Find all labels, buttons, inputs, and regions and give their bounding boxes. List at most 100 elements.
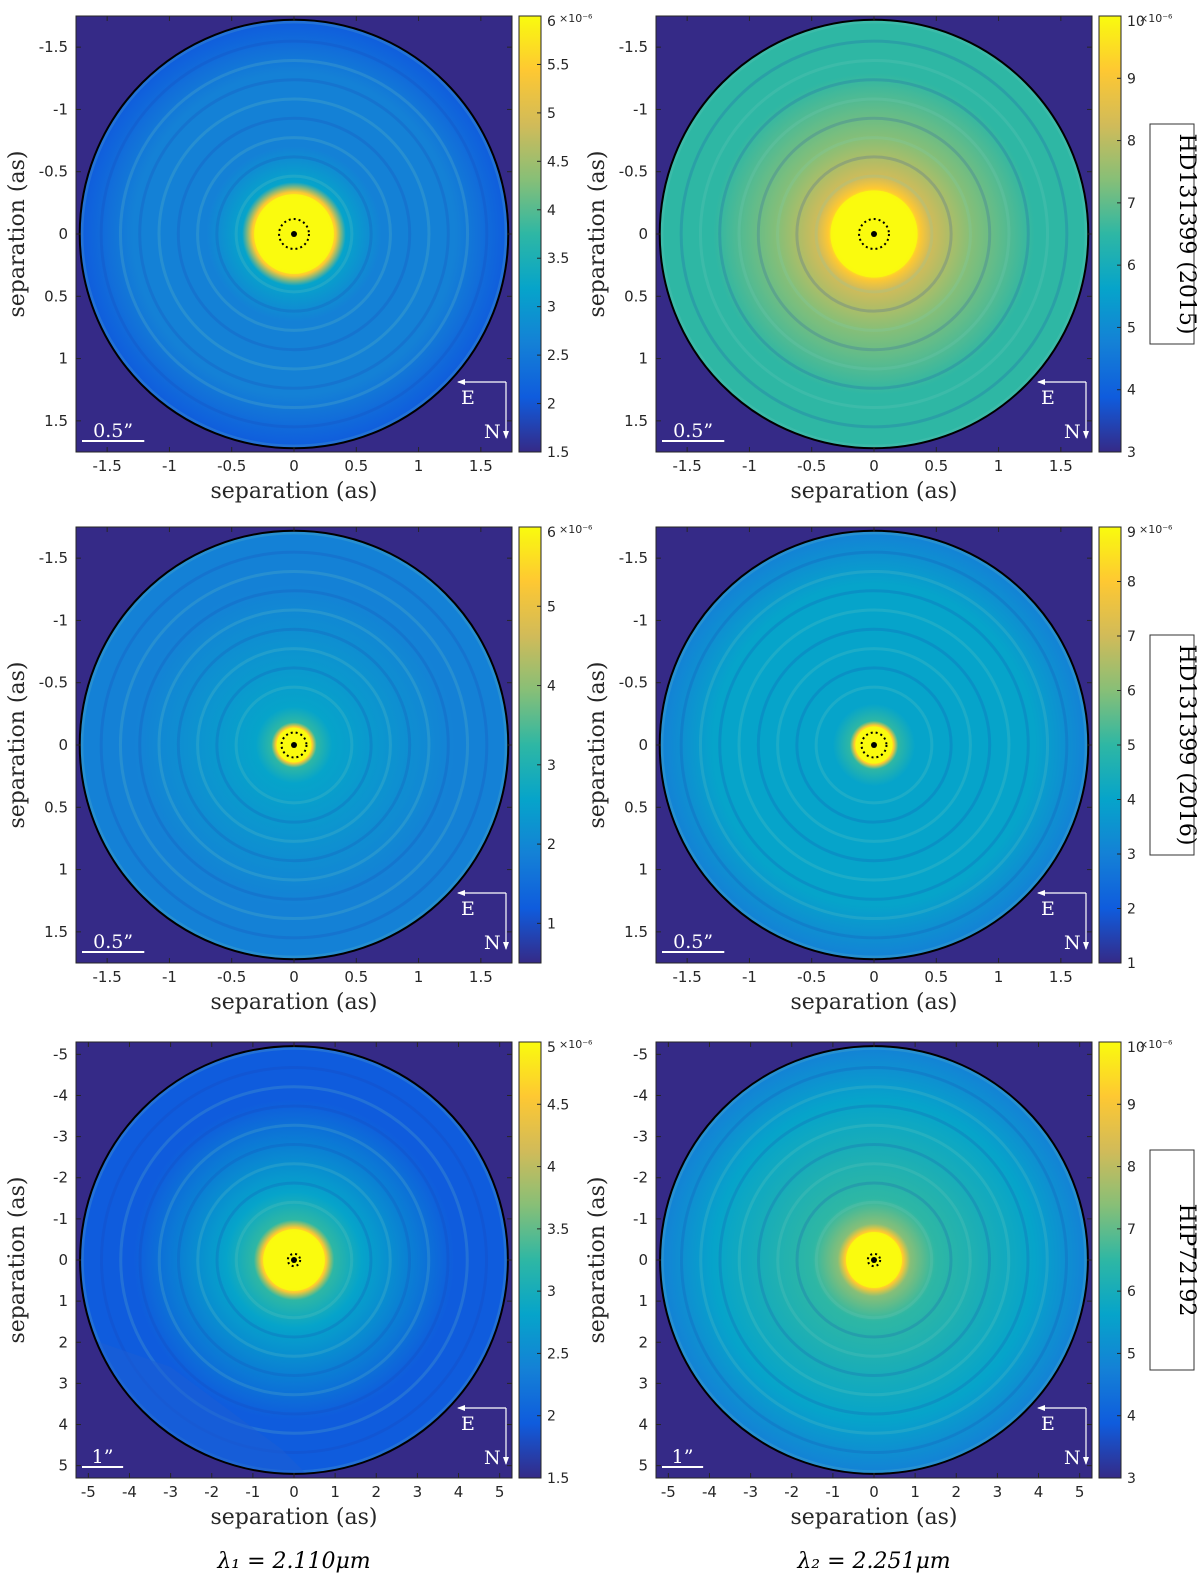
north-arrowhead — [1083, 431, 1089, 439]
y-tick-label: -0.5 — [619, 674, 648, 692]
y-axis-label: separation (as) — [585, 1177, 610, 1344]
colorbar-tick-label: 4 — [547, 679, 556, 695]
colorbar-tick-label: 5 — [1127, 320, 1136, 336]
x-axis-label: separation (as) — [791, 990, 958, 1015]
heatmap-panel-1: -1.5 -1 -0.5 0 0.5 1 1.5 -1.5 -1 -0.5 0 0.5 1 1.5 sepa… — [5, 12, 593, 504]
x-tick-label: -4 — [702, 1483, 717, 1501]
colorbar-tick-label: 3 — [547, 1284, 556, 1300]
colorbar: 1.5 2 2.5 3 3.5 4 4.5 5 5.5 6 ×10⁻⁶ — [518, 12, 593, 461]
y-axis-label: separation (as) — [5, 662, 30, 829]
x-tick-label: 1 — [994, 457, 1004, 475]
y-tick-label: 0 — [638, 736, 648, 754]
x-tick-label: 2 — [371, 1483, 381, 1501]
colorbar-tick-label: 2 — [547, 837, 556, 853]
y-tick-label: 1 — [58, 861, 68, 879]
y-tick-label: 1.5 — [44, 923, 68, 941]
x-axis-label: separation (as) — [211, 990, 378, 1015]
colorbar-gradient — [518, 526, 542, 964]
scale-bar-label: 1” — [672, 1446, 694, 1468]
coronagraph-mask — [858, 218, 890, 250]
y-tick-label: -1.5 — [39, 549, 68, 567]
x-tick-label: 1.5 — [1049, 968, 1073, 986]
east-arrowhead — [1037, 379, 1045, 385]
x-tick-label: 0.5 — [344, 968, 368, 986]
star-center — [871, 1257, 877, 1263]
colorbar-exponent: ×10⁻⁶ — [559, 12, 593, 25]
colorbar-tick-label: 6 — [1127, 1284, 1136, 1300]
east-arrowhead — [1037, 890, 1045, 896]
y-tick-label: -1.5 — [619, 549, 648, 567]
compass-north-label: N — [484, 421, 501, 443]
colorbar-tick-label: 2.5 — [547, 1346, 569, 1362]
heatmap-panel-5: -5 -4 -3 -2 -1 0 1 2 3 4 5 -5 -4 -3 -2 -1 0 1 2 3 4 5 separati… — [5, 1038, 593, 1530]
colorbar: 3 4 5 6 7 8 9 10×10⁻⁶ — [1098, 1038, 1173, 1487]
row-label-box: HIP72192 — [1149, 1149, 1199, 1371]
y-tick-label: -1 — [633, 1210, 648, 1228]
x-tick-label: 5 — [1075, 1483, 1085, 1501]
speckle-rings — [660, 1046, 1088, 1474]
colorbar-tick-label: 7 — [1127, 629, 1136, 645]
row-label: HD131399 (2015) — [1174, 134, 1199, 335]
x-tick-label: -1 — [742, 968, 757, 986]
colorbar-tick-label: 9 — [1127, 1097, 1136, 1113]
colorbar-tick-label: 8 — [1127, 1160, 1136, 1176]
colorbar-tick-label: 4.5 — [547, 154, 569, 170]
x-tick-label: 1.5 — [1049, 457, 1073, 475]
colorbar-exponent: ×10⁻⁶ — [1139, 523, 1173, 536]
y-tick-label: -0.5 — [619, 163, 648, 181]
wavelength-label-1: λ₁ = 2.110μm — [216, 1549, 370, 1574]
colorbar-tick-label: 5 — [1127, 738, 1136, 754]
x-tick-label: 0 — [289, 1483, 299, 1501]
y-tick-label: 1 — [638, 861, 648, 879]
y-tick-label: 0 — [58, 1251, 68, 1269]
colorbar-tick-label: 7 — [1127, 1222, 1136, 1238]
x-tick-label: 3 — [993, 1483, 1003, 1501]
heatmap-panel-2: -1.5 -1 -0.5 0 0.5 1 1.5 -1.5 -1 -0.5 0 0.5 1 1.5 sepa… — [585, 12, 1173, 504]
y-tick-label: 1 — [58, 1292, 68, 1310]
x-tick-label: 0.5 — [924, 968, 948, 986]
colorbar-tick-label: 1.5 — [547, 1471, 569, 1487]
colorbar-tick-label: 2 — [547, 1409, 556, 1425]
star-center — [291, 742, 297, 748]
compass-east-label: E — [1041, 1413, 1055, 1435]
y-axis-label: separation (as) — [585, 151, 610, 318]
y-tick-label: 1.5 — [624, 923, 648, 941]
x-tick-label: -5 — [661, 1483, 676, 1501]
compass-east-label: E — [461, 387, 475, 409]
scale-bar-label: 0.5” — [673, 420, 713, 442]
speckle-rings — [80, 20, 508, 448]
x-tick-label: -1 — [742, 457, 757, 475]
colorbar-exponent: ×10⁻⁶ — [559, 1038, 593, 1051]
y-axis-label: separation (as) — [5, 1177, 30, 1344]
y-tick-label: 1 — [638, 1292, 648, 1310]
y-tick-label: -0.5 — [39, 674, 68, 692]
scale-bar-label: 0.5” — [93, 931, 133, 953]
colorbar-tick-label: 4 — [547, 1160, 556, 1176]
x-tick-label: 1 — [414, 968, 424, 986]
x-tick-label: 0 — [869, 1483, 879, 1501]
y-tick-label: -1 — [53, 1210, 68, 1228]
colorbar-tick-label: 9 — [1127, 525, 1136, 541]
y-tick-label: 0 — [638, 225, 648, 243]
y-tick-label: -4 — [53, 1086, 68, 1104]
colorbar-tick-label: 5 — [547, 599, 556, 615]
colorbar: 1 2 3 4 5 6 ×10⁻⁶ — [518, 523, 593, 964]
y-tick-label: 0.5 — [624, 287, 648, 305]
heatmap-panel-6: -5 -4 -3 -2 -1 0 1 2 3 4 5 -5 -4 -3 -2 -1 0 1 2 3 4 5 separati… — [585, 1038, 1173, 1530]
compass-north-label: N — [1064, 1447, 1081, 1469]
star-center — [291, 231, 297, 237]
heatmap-panel-4: -1.5 -1 -0.5 0 0.5 1 1.5 -1.5 -1 -0.5 0 0.5 1 1.5 sepa… — [585, 523, 1173, 1015]
y-tick-label: 5 — [58, 1457, 68, 1475]
speckle-rings — [660, 20, 1088, 448]
colorbar-gradient — [1098, 15, 1122, 453]
y-tick-label: 3 — [58, 1374, 68, 1392]
colorbar-tick-label: 6 — [547, 14, 556, 30]
y-tick-label: 0 — [58, 225, 68, 243]
x-tick-label: -2 — [204, 1483, 219, 1501]
star-center — [291, 1257, 297, 1263]
north-arrowhead — [1083, 1457, 1089, 1465]
x-tick-label: -1 — [825, 1483, 840, 1501]
colorbar-tick-label: 4 — [547, 203, 556, 219]
x-tick-label: 0 — [869, 457, 879, 475]
east-arrowhead — [457, 890, 465, 896]
